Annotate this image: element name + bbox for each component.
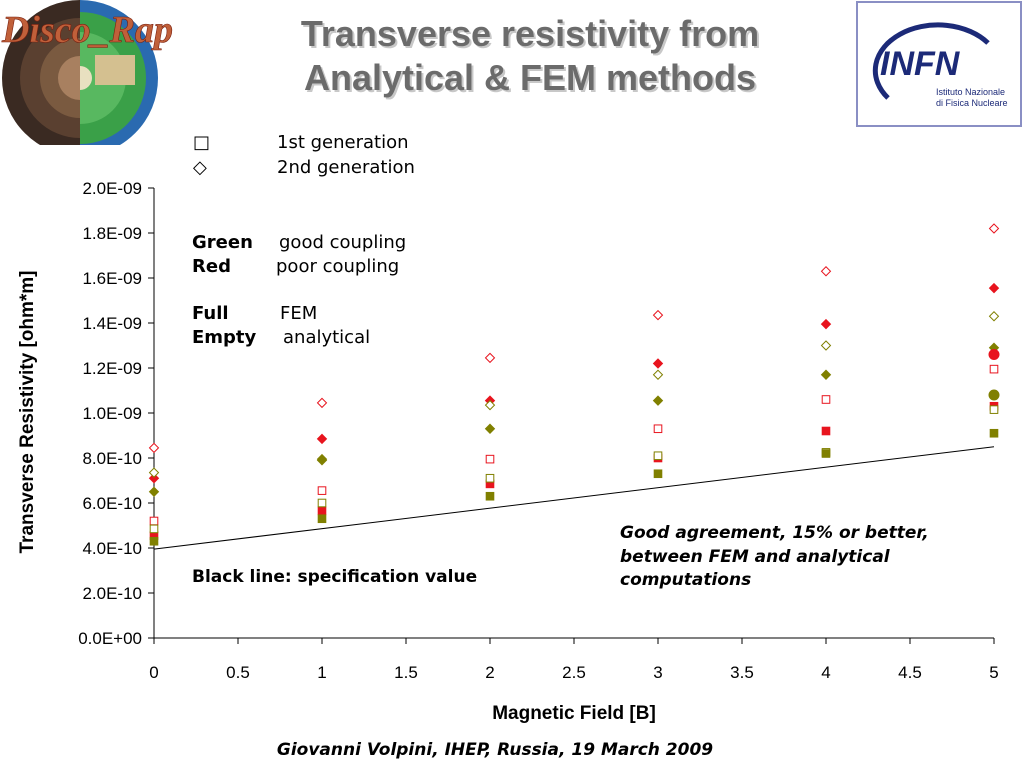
data-point-square bbox=[821, 449, 831, 458]
data-point-square bbox=[653, 469, 663, 479]
data-point-diamond bbox=[316, 397, 328, 409]
data-point-diamond bbox=[484, 352, 496, 364]
y-tick-label: 6.0E-10 bbox=[82, 494, 142, 513]
legend-full-key: Full bbox=[192, 303, 229, 324]
data-point-diamond bbox=[988, 223, 1000, 234]
legend-gen1-label: 1st generation bbox=[277, 132, 409, 153]
data-point-diamond bbox=[652, 358, 664, 369]
data-point-square bbox=[989, 405, 999, 414]
legend-empty-label: analytical bbox=[283, 327, 370, 348]
resistivity-chart: □ 1st generation ◇ 2nd generation Green … bbox=[17, 132, 1000, 724]
y-tick-label: 0.0E+00 bbox=[78, 629, 142, 648]
legend-empty-key: Empty bbox=[192, 327, 257, 348]
legend-full-label: FEM bbox=[280, 303, 317, 324]
y-tick-label: 1.6E-09 bbox=[82, 269, 142, 288]
data-point-circle bbox=[988, 349, 1000, 360]
agreement-annotation-line1: Good agreement, 15% or better, bbox=[620, 523, 929, 543]
data-point-square bbox=[317, 486, 327, 495]
data-point-square bbox=[821, 426, 831, 436]
y-tick-label: 1.0E-09 bbox=[82, 404, 142, 423]
y-tick-label: 4.0E-10 bbox=[82, 539, 142, 558]
infn-logo-graphic: INFN Istituto Nazionale di Fisica Nuclea… bbox=[872, 22, 1008, 108]
y-tick-label: 1.4E-09 bbox=[82, 314, 142, 333]
data-point-diamond bbox=[652, 309, 664, 321]
y-tick-label: 2.0E-09 bbox=[82, 179, 142, 198]
page-title-line2: Analytical & FEM methods bbox=[303, 57, 757, 98]
legend-red-label: poor coupling bbox=[276, 256, 399, 277]
data-point-diamond bbox=[820, 369, 832, 380]
data-point-diamond bbox=[652, 395, 664, 406]
infn-logo-text: INFN bbox=[880, 45, 961, 83]
footer-credit: Giovanni Volpini, IHEP, Russia, 19 March… bbox=[276, 740, 714, 760]
data-point-diamond bbox=[820, 340, 832, 351]
data-point-square bbox=[485, 491, 495, 501]
data-point-diamond bbox=[988, 282, 1000, 294]
y-axis-title: Transverse Resistivity [ohm*m] bbox=[17, 270, 38, 553]
y-tick-label: 1.2E-09 bbox=[82, 359, 142, 378]
data-point-diamond bbox=[148, 473, 160, 484]
data-point-diamond bbox=[652, 369, 664, 380]
x-tick-label: 5 bbox=[989, 663, 998, 682]
legend-gen1-symbol: □ bbox=[193, 132, 210, 153]
data-point-diamond bbox=[820, 266, 832, 277]
x-tick-label: 4 bbox=[821, 663, 830, 682]
data-point-diamond bbox=[148, 467, 160, 478]
infn-logo-sub2: di Fisica Nucleare bbox=[936, 98, 1008, 108]
agreement-annotation-line3: computations bbox=[620, 570, 751, 590]
x-tick-label: 1 bbox=[317, 663, 326, 682]
x-axis-title: Magnetic Field [B] bbox=[492, 703, 656, 724]
x-tick-label: 2.5 bbox=[562, 663, 586, 682]
x-tick-label: 0 bbox=[149, 663, 158, 682]
legend-gen2-symbol: ◇ bbox=[193, 157, 207, 178]
data-point-diamond bbox=[316, 455, 328, 466]
data-point-square bbox=[149, 524, 159, 534]
x-tick-label: 0.5 bbox=[226, 663, 250, 682]
data-point-square bbox=[317, 514, 327, 524]
infn-logo-sub1: Istituto Nazionale bbox=[936, 87, 1005, 97]
data-point-square bbox=[821, 395, 831, 404]
x-tick-label: 2 bbox=[485, 663, 494, 682]
data-point-square bbox=[317, 498, 327, 508]
x-tick-label: 3.5 bbox=[730, 663, 754, 682]
data-point-square bbox=[485, 454, 495, 464]
data-point-diamond bbox=[148, 442, 160, 454]
disco-rap-logo-text: Disco_Rap bbox=[1, 9, 173, 51]
legend-green-key: Green bbox=[192, 232, 253, 253]
page-title-line1: Transverse resistivity from bbox=[300, 13, 760, 54]
chart-axes: 0.0E+00 2.0E-10 4.0E-10 6.0E-10 8.0E-10 1.0E-… bbox=[78, 179, 999, 682]
data-point-square bbox=[989, 428, 999, 438]
data-point-diamond bbox=[988, 311, 1000, 322]
data-point-square bbox=[149, 516, 159, 526]
data-point-square bbox=[989, 364, 999, 374]
legend-gen2-label: 2nd generation bbox=[277, 157, 415, 178]
legend-green-label: good coupling bbox=[279, 232, 406, 253]
data-point-diamond bbox=[484, 423, 496, 434]
spec-line-annotation: Black line: specification value bbox=[192, 567, 477, 587]
infn-logo: INFN Istituto Nazionale di Fisica Nuclea… bbox=[856, 1, 1022, 127]
spec-line bbox=[153, 446, 995, 550]
data-point-square bbox=[653, 424, 663, 434]
data-point-circle bbox=[988, 389, 1000, 401]
chart-marks bbox=[148, 223, 1000, 550]
x-tick-label: 3 bbox=[653, 663, 662, 682]
agreement-annotation-line2: between FEM and analytical bbox=[620, 547, 891, 567]
data-point-diamond bbox=[484, 399, 496, 411]
data-point-square bbox=[485, 473, 495, 483]
y-tick-label: 1.8E-09 bbox=[82, 224, 142, 243]
data-point-square bbox=[653, 451, 663, 461]
y-tick-label: 8.0E-10 bbox=[82, 449, 142, 468]
data-point-diamond bbox=[316, 433, 328, 445]
data-point-square bbox=[317, 506, 327, 516]
x-tick-label: 1.5 bbox=[394, 663, 418, 682]
y-tick-label: 2.0E-10 bbox=[82, 584, 142, 603]
legend-red-key: Red bbox=[192, 256, 231, 277]
data-point-square bbox=[149, 536, 159, 546]
data-point-diamond bbox=[820, 318, 832, 330]
disco-rap-logo: Disco_Rap bbox=[1, 0, 173, 145]
page-title: Transverse resistivity from Analytical &… bbox=[230, 12, 830, 100]
x-tick-label: 4.5 bbox=[898, 663, 922, 682]
data-point-diamond bbox=[148, 486, 160, 497]
